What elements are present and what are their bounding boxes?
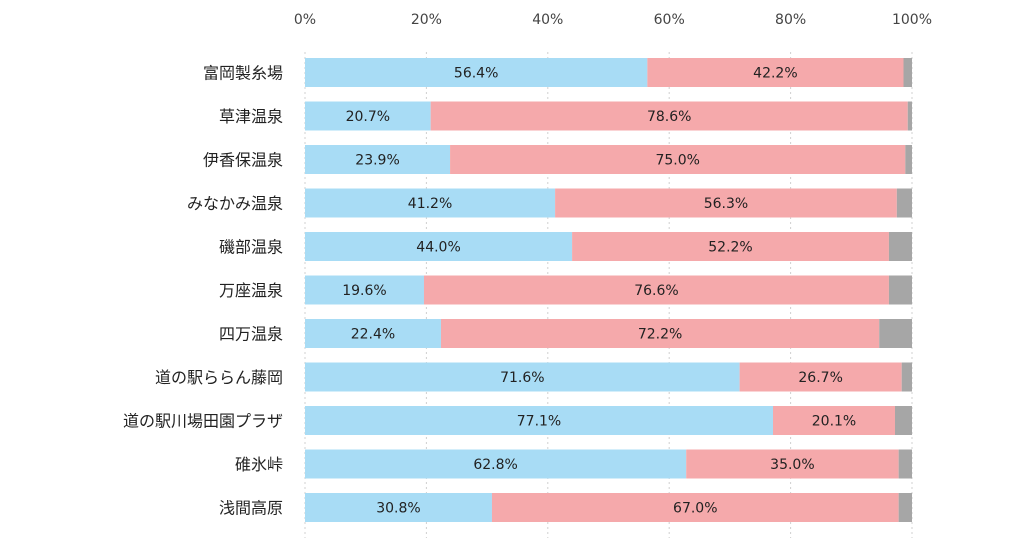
x-axis-ticks: 0% 20% 40% 60% 80% 100% (294, 12, 932, 28)
bar-segment-0 (305, 449, 687, 479)
bar-segment-2 (898, 493, 912, 522)
bar-segment-1 (555, 188, 897, 218)
data-label: 76.6% (634, 283, 678, 299)
data-label: 35.0% (770, 457, 814, 473)
category-label: 碓氷峠 (235, 455, 283, 474)
bar-segment-2 (879, 319, 912, 348)
bars: 56.4% 42.2% 20.7% 78.6% 23.9% 75.0% 41.2% 56.3%… (305, 58, 912, 522)
category-label: 四万温泉 (219, 325, 283, 344)
bar-segment-1 (450, 145, 906, 174)
bar-segment-0 (305, 232, 573, 261)
data-label: 78.6% (647, 109, 691, 125)
bar-segment-0 (305, 188, 556, 218)
bar-segment-1 (739, 362, 902, 392)
data-label: 72.2% (638, 327, 682, 343)
x-tick-label: 40% (532, 12, 563, 28)
x-tick-label: 100% (892, 12, 932, 28)
category-labels: 富岡製糸場草津温泉伊香保温泉みなかみ温泉磯部温泉万座温泉四万温泉道の駅ららん藤岡… (123, 64, 283, 518)
bar-segment-2 (898, 449, 912, 479)
x-tick-label: 0% (294, 12, 316, 28)
bar-segment-1 (423, 275, 889, 305)
data-label: 42.2% (753, 66, 797, 82)
category-label: 道の駅ららん藤岡 (155, 368, 283, 387)
bar-segment-1 (491, 493, 899, 522)
bar-segment-1 (430, 101, 908, 131)
bar-segment-0 (305, 406, 773, 435)
data-label: 56.4% (454, 66, 498, 82)
category-label: 伊香保温泉 (203, 151, 283, 170)
bar-segment-0 (305, 275, 424, 305)
data-label: 20.7% (346, 109, 390, 125)
bar-segment-0 (305, 362, 740, 392)
category-label: 道の駅川場田園プラザ (123, 412, 283, 431)
bar-segment-2 (903, 58, 912, 87)
data-label: 77.1% (517, 414, 561, 430)
bar-segment-2 (896, 188, 912, 218)
bar-segment-1 (772, 406, 896, 435)
category-label: 万座温泉 (219, 281, 283, 300)
category-label: 磯部温泉 (219, 238, 283, 257)
data-label: 44.0% (416, 240, 460, 256)
data-label: 41.2% (408, 196, 452, 212)
bar-segment-1 (686, 449, 899, 479)
bar-segment-2 (895, 406, 912, 435)
category-label: 富岡製糸場 (203, 64, 283, 83)
category-label: みなかみ温泉 (187, 194, 283, 213)
data-label: 71.6% (500, 370, 544, 386)
bar-segment-1 (647, 58, 904, 87)
bar-segment-0 (305, 145, 451, 174)
data-label: 22.4% (351, 327, 395, 343)
data-label: 26.7% (798, 370, 842, 386)
data-label: 20.1% (812, 414, 856, 430)
data-label: 75.0% (655, 153, 699, 169)
bar-segment-0 (305, 58, 648, 87)
bar-segment-2 (907, 101, 912, 131)
data-label: 30.8% (376, 501, 420, 517)
x-tick-label: 20% (411, 12, 442, 28)
bar-segment-2 (888, 275, 912, 305)
data-label: 19.6% (342, 283, 386, 299)
bar-segment-0 (305, 319, 441, 348)
data-label: 62.8% (473, 457, 517, 473)
bar-segment-2 (905, 145, 912, 174)
data-label: 52.2% (708, 240, 752, 256)
bar-segment-2 (901, 362, 912, 392)
bar-segment-0 (305, 493, 492, 522)
x-tick-label: 60% (654, 12, 685, 28)
data-label: 67.0% (673, 501, 717, 517)
bar-segment-2 (888, 232, 912, 261)
bar-segment-0 (305, 101, 431, 131)
data-label: 56.3% (704, 196, 748, 212)
category-label: 草津温泉 (219, 107, 283, 126)
x-tick-label: 80% (775, 12, 806, 28)
category-label: 浅間高原 (219, 499, 283, 518)
data-label: 23.9% (355, 153, 399, 169)
bar-segment-1 (572, 232, 889, 261)
bar-segment-1 (440, 319, 880, 348)
